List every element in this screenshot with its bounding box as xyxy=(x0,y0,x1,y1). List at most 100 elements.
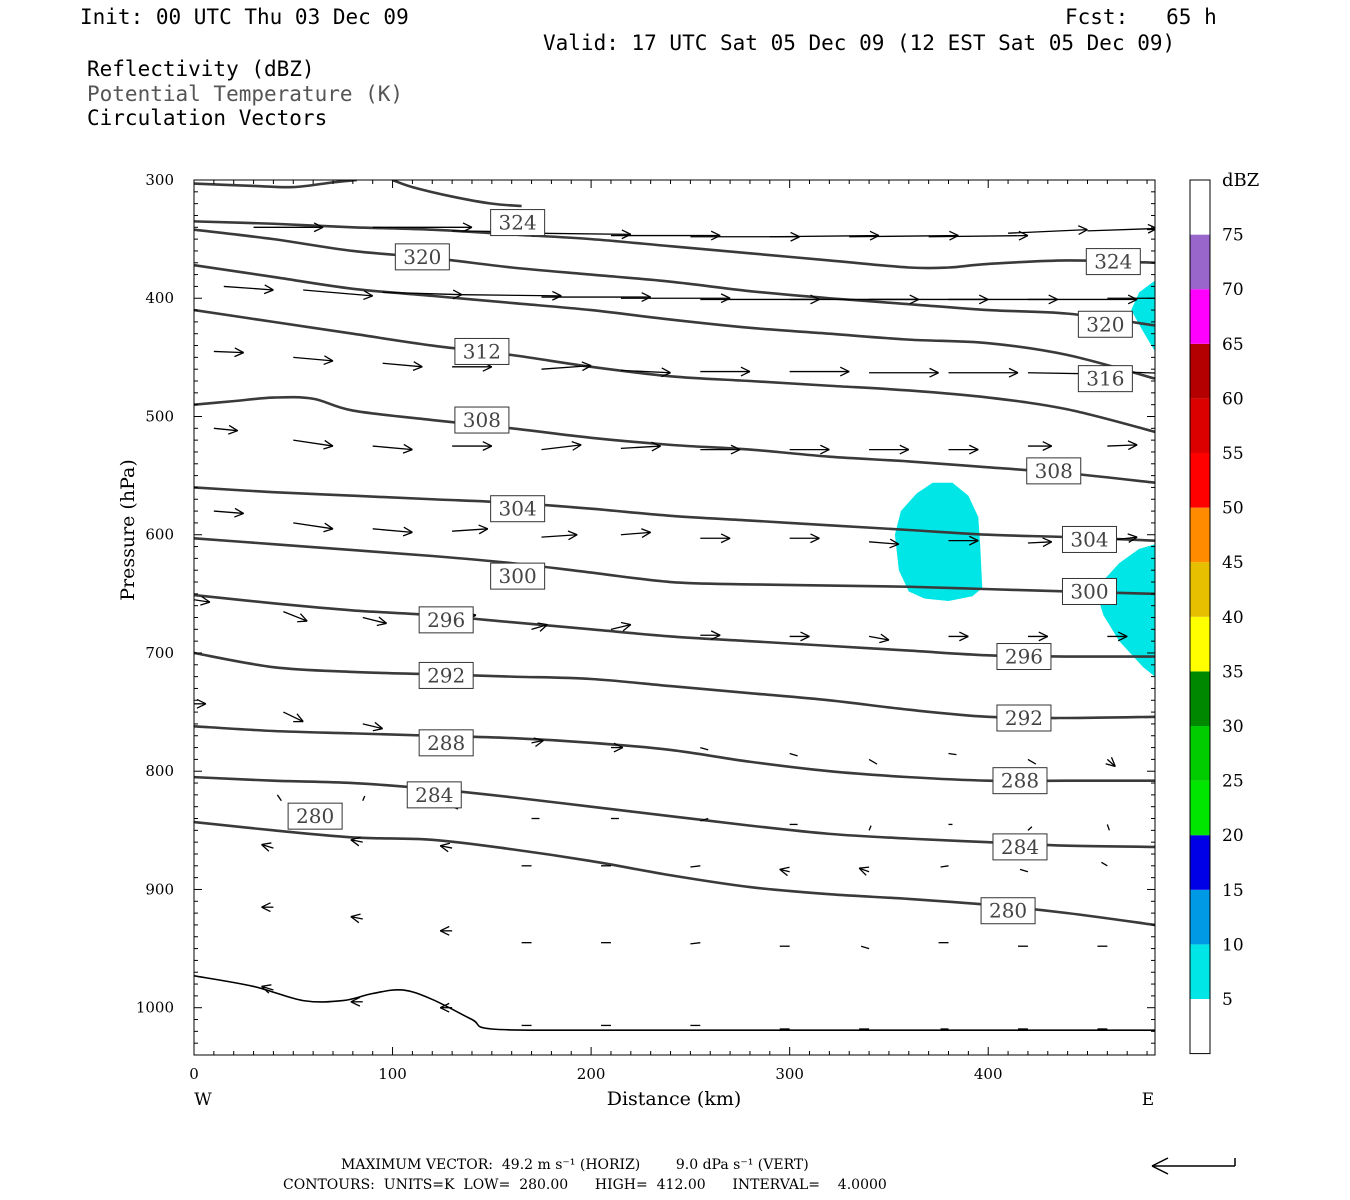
isentrope-label: 308 xyxy=(1026,457,1082,485)
isentrope-label: 288 xyxy=(992,767,1048,795)
isentrope-label: 320 xyxy=(1077,310,1133,338)
circulation-vector xyxy=(213,507,244,518)
max-vector-note: MAXIMUM VECTOR: 49.2 m s⁻¹ (HORIZ) 9.0 d… xyxy=(341,1157,809,1173)
circulation-vector xyxy=(213,347,244,358)
isentrope-label: 292 xyxy=(418,661,474,689)
circulation-vector xyxy=(1027,826,1033,831)
circulation-vector xyxy=(948,752,957,756)
isentrope-label: 284 xyxy=(406,781,462,809)
circulation-vector xyxy=(1027,758,1037,765)
circulation-vector xyxy=(700,533,731,544)
isentrope-label: 304 xyxy=(490,495,546,523)
y-tick-label: 900 xyxy=(145,880,174,898)
circulation-vector xyxy=(1027,537,1053,548)
y-axis-label: Pressure (hPa) xyxy=(117,459,139,601)
colorbar-level-label: 15 xyxy=(1222,881,1244,901)
circulation-vector xyxy=(789,366,850,377)
vector-layer xyxy=(194,222,1155,1030)
circulation-vector xyxy=(940,865,949,868)
circulation-vector xyxy=(610,742,624,753)
isentrope-300 xyxy=(194,536,1155,596)
colorbar-level-label: 60 xyxy=(1222,389,1244,409)
colorbar: 5 10 15 20 25 30 35 40 45 50 55 60 65 70 75 dBZ xyxy=(1189,170,1259,1055)
circulation-vector xyxy=(541,361,592,372)
forecast-hour: Fcst: 65 h xyxy=(1065,5,1217,29)
reflectivity-region xyxy=(1095,544,1155,677)
colorbar-swatch xyxy=(1190,726,1210,781)
colorbar-swatch xyxy=(1190,234,1210,290)
x-axis-label: Distance (km) xyxy=(607,1088,742,1110)
circulation-vector xyxy=(769,230,880,241)
isentrope-label: 280 xyxy=(980,897,1036,925)
y-tick-label: 800 xyxy=(145,762,174,780)
svg-text:280: 280 xyxy=(296,804,334,828)
circulation-vector xyxy=(620,293,731,304)
circulation-vector xyxy=(868,633,890,644)
circulation-vector xyxy=(194,698,207,709)
circulation-vector xyxy=(382,361,423,371)
circulation-vector xyxy=(690,942,701,945)
circulation-vector xyxy=(789,631,810,642)
field-potential-temperature: Potential Temperature (K) xyxy=(87,82,404,106)
circulation-vector xyxy=(261,842,274,852)
x-end-label-east: E xyxy=(1142,1090,1154,1110)
circulation-vector xyxy=(439,1002,453,1013)
circulation-vector xyxy=(869,538,900,549)
isentrope-label: 312 xyxy=(454,337,510,365)
init-time: Init: 00 UTC Thu 03 Dec 09 xyxy=(80,5,409,29)
circulation-vector xyxy=(253,222,324,233)
circulation-vector xyxy=(700,444,741,455)
circulation-vector xyxy=(372,526,413,537)
isentrope-label: 304 xyxy=(1061,525,1117,553)
circulation-vector xyxy=(1106,824,1110,831)
x-tick-label: 300 xyxy=(775,1065,804,1083)
circulation-vector xyxy=(858,866,870,876)
svg-text:304: 304 xyxy=(1070,527,1108,551)
circulation-vector xyxy=(293,439,334,450)
colorbar-swatch xyxy=(1190,289,1210,344)
isentrope-288 xyxy=(194,724,1155,783)
reference-vector xyxy=(1151,1157,1236,1175)
svg-text:320: 320 xyxy=(403,245,441,269)
circulation-vector xyxy=(789,752,798,757)
reflectivity-region xyxy=(1131,280,1155,352)
y-tick-label: 400 xyxy=(145,289,174,307)
svg-text:316: 316 xyxy=(1086,367,1124,391)
colorbar-level-label: 30 xyxy=(1222,717,1244,737)
axes: 300 400 500 600 700 800 900 1000 0 100 200 300 400 W E… xyxy=(117,171,1155,1110)
circulation-vector xyxy=(948,444,979,455)
isentrope-label: 316 xyxy=(1077,365,1133,393)
isentrope-312 xyxy=(194,308,1155,434)
circulation-vector xyxy=(789,444,830,455)
circulation-vector xyxy=(261,984,274,994)
circulation-vector xyxy=(541,530,578,541)
colorbar-swatch xyxy=(1190,562,1210,617)
circulation-vector xyxy=(789,533,820,544)
circulation-vector xyxy=(439,925,453,936)
colorbar-level-label: 65 xyxy=(1222,335,1244,355)
isentrope-304 xyxy=(194,486,1155,542)
field-reflectivity: Reflectivity (dBZ) xyxy=(87,57,315,81)
circulation-vector xyxy=(620,441,661,452)
circulation-vector xyxy=(1027,294,1138,305)
svg-text:308: 308 xyxy=(1035,459,1073,483)
circulation-vector xyxy=(283,711,304,723)
circulation-vector xyxy=(213,424,239,435)
circulation-vector xyxy=(779,866,790,877)
colorbar-level-label: 75 xyxy=(1222,226,1244,246)
colorbar-swatch xyxy=(1190,671,1210,726)
circulation-vector xyxy=(372,443,413,454)
circulation-vector xyxy=(261,902,274,913)
circulation-vector xyxy=(868,758,878,765)
circulation-vector xyxy=(948,631,969,642)
circulation-vector xyxy=(1027,441,1053,451)
y-tick-label: 700 xyxy=(145,644,174,662)
colorbar-swatch xyxy=(1190,453,1210,508)
circulation-vector xyxy=(610,621,632,632)
x-tick-label: 400 xyxy=(974,1065,1003,1083)
y-tick-label: 300 xyxy=(145,171,174,189)
circulation-vector xyxy=(362,795,366,802)
colorbar-level-label: 20 xyxy=(1222,826,1244,846)
reflectivity-region xyxy=(894,482,983,601)
